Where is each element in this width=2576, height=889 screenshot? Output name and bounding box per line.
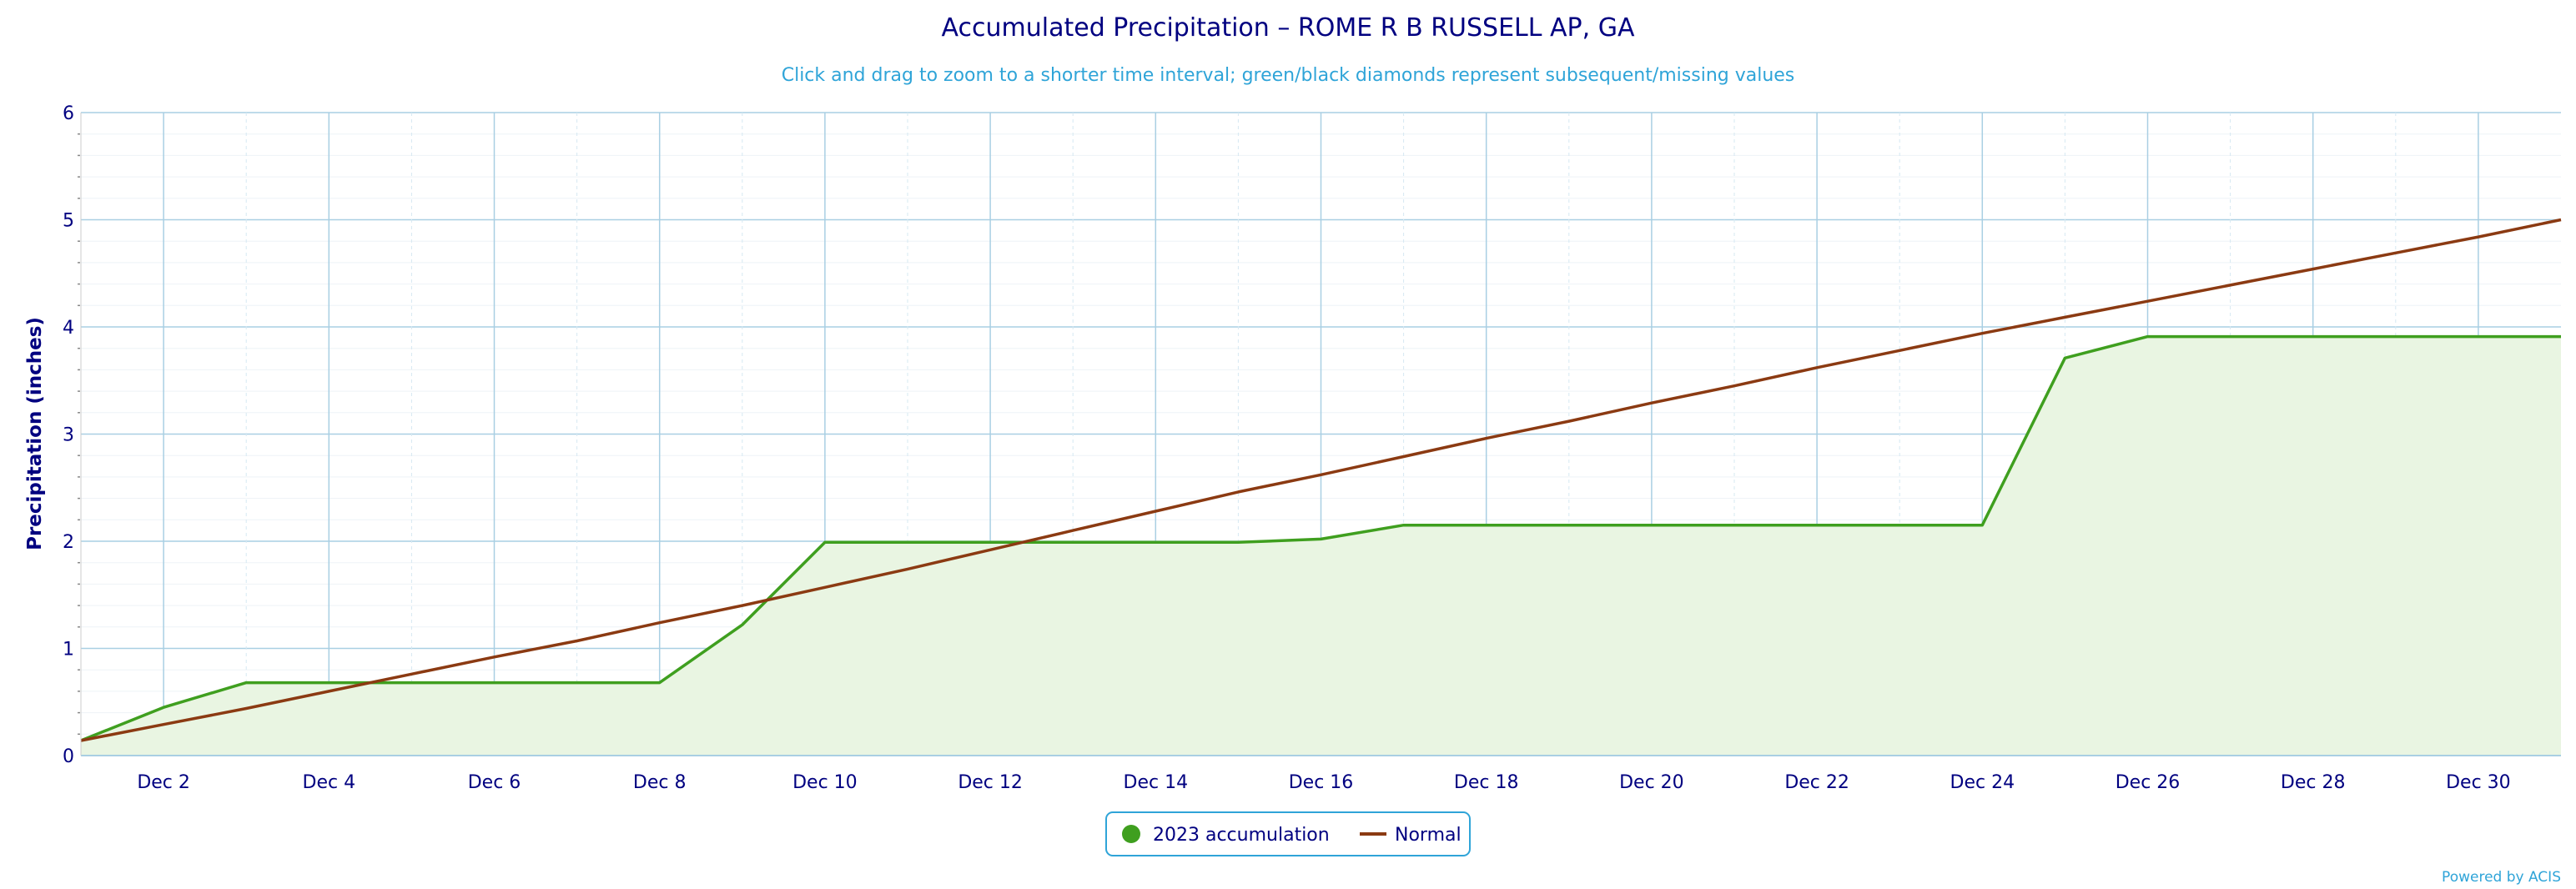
x-tick-label: Dec 8 [633,772,687,793]
y-tick-label: 0 [63,746,74,767]
x-tick-label: Dec 16 [1289,772,1354,793]
y-axis-ticks: 0 1 2 3 4 5 6 [63,103,74,767]
chart-subtitle: Click and drag to zoom to a shorter time… [782,65,1795,86]
y-tick-label: 2 [63,532,74,553]
y-tick-label: 5 [63,211,74,232]
x-axis-ticks: Dec 2 Dec 4 Dec 6 Dec 8 Dec 10 Dec 12 Dec 14 De… [137,772,2510,793]
accumulation-area [81,336,2561,756]
x-tick-label: Dec 22 [1784,772,1849,793]
legend-label-normal: Normal [1395,825,1462,846]
x-tick-label: Dec 14 [1124,772,1189,793]
x-tick-label: Dec 6 [468,772,521,793]
x-tick-label: Dec 2 [137,772,190,793]
x-tick-label: Dec 12 [958,772,1023,793]
y-tick-label: 4 [63,318,74,339]
legend-marker-accumulation [1122,825,1140,843]
series-lines[interactable] [80,218,2562,742]
y-tick-label: 6 [63,103,74,124]
axes [78,113,2561,756]
x-tick-label: Dec 10 [792,772,858,793]
legend-box [1105,811,1471,856]
legend-item-normal[interactable]: Normal [1360,825,1462,846]
legend-item-accumulation[interactable]: 2023 accumulation [1122,825,1330,846]
x-tick-label: Dec 18 [1454,772,1519,793]
x-tick-label: Dec 4 [303,772,356,793]
series-line-accumulation[interactable] [80,334,2561,742]
x-tick-label: Dec 24 [1950,772,2015,793]
legend-label-accumulation: 2023 accumulation [1153,825,1330,846]
y-axis-label: Precipitation (inches) [24,317,46,550]
x-tick-label: Dec 20 [1619,772,1684,793]
credit-link[interactable]: Powered by ACIS [2442,869,2561,886]
legend[interactable]: 2023 accumulation Normal [1105,811,1471,856]
x-tick-label: Dec 28 [2281,772,2346,793]
y-tick-label: 1 [63,640,74,660]
series-line-normal[interactable] [80,218,2562,742]
chart-title: Accumulated Precipitation – ROME R B RUS… [942,13,1635,43]
x-tick-label: Dec 26 [2116,772,2181,793]
x-tick-label: Dec 30 [2446,772,2511,793]
series-area-accumulation [81,336,2561,756]
y-tick-label: 3 [63,425,74,446]
